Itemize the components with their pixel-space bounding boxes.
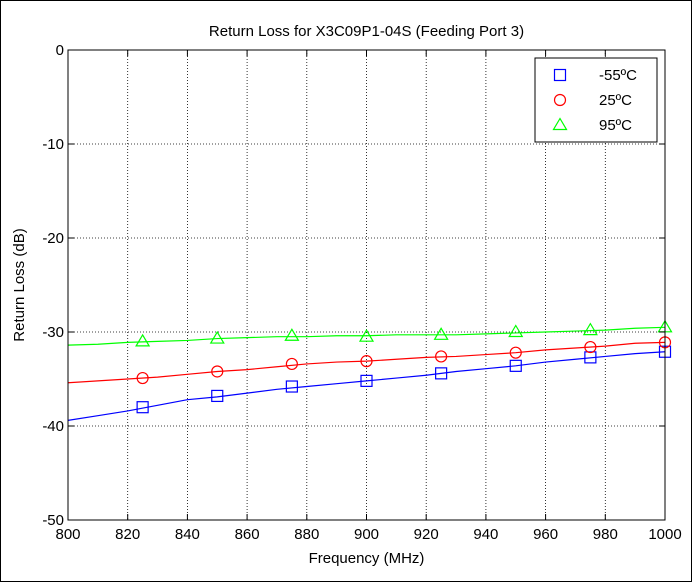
series-2 bbox=[67, 336, 672, 385]
data-point-marker bbox=[435, 350, 448, 363]
legend-item: -55ºC bbox=[553, 67, 637, 84]
x-tick-label: 800 bbox=[55, 526, 80, 543]
legend-label: 25ºC bbox=[599, 92, 632, 109]
data-point-marker bbox=[285, 380, 298, 393]
series-3 bbox=[67, 319, 673, 347]
axis-ticks: 800 820 840 860 880 900 920 940 960 980 1000 -50 -40… bbox=[42, 42, 681, 543]
series-line bbox=[67, 326, 666, 346]
data-point-marker bbox=[285, 357, 298, 371]
data-point-marker bbox=[433, 327, 449, 340]
x-axis-title: Frequency (MHz) bbox=[309, 550, 425, 567]
series-1 bbox=[67, 345, 672, 421]
data-point-marker bbox=[136, 371, 149, 385]
series-layer bbox=[67, 319, 673, 421]
data-point-marker bbox=[211, 389, 224, 403]
legend: -55ºC 25ºC 95ºC bbox=[534, 57, 658, 143]
x-tick-label: 920 bbox=[414, 526, 439, 543]
x-tick-label: 840 bbox=[175, 526, 200, 543]
x-tick-label: 940 bbox=[473, 526, 498, 543]
data-point-marker bbox=[358, 329, 375, 342]
data-point-marker bbox=[136, 401, 149, 414]
legend-box bbox=[534, 57, 658, 143]
data-point-marker bbox=[360, 374, 373, 387]
legend-item: 25ºC bbox=[553, 92, 632, 109]
series-line bbox=[67, 351, 666, 421]
x-tick-label: 820 bbox=[115, 526, 140, 543]
chart-title: Return Loss for X3C09P1-04S (Feeding Por… bbox=[209, 23, 524, 40]
data-point-marker bbox=[584, 340, 597, 354]
legend-label: -55ºC bbox=[599, 67, 637, 84]
data-point-marker bbox=[584, 351, 597, 364]
x-tick-label: 960 bbox=[533, 526, 558, 543]
y-tick-label: -20 bbox=[42, 230, 64, 247]
y-tick-label: 0 bbox=[56, 42, 64, 59]
x-tick-label: 980 bbox=[593, 526, 618, 543]
data-point-marker bbox=[582, 322, 598, 336]
y-axis-title: Return Loss (dB) bbox=[11, 228, 28, 341]
y-tick-label: -40 bbox=[42, 418, 64, 435]
legend-label: 95ºC bbox=[599, 117, 632, 134]
x-tick-label: 880 bbox=[294, 526, 319, 543]
data-point-marker bbox=[360, 355, 373, 368]
x-tick-label: 860 bbox=[235, 526, 260, 543]
data-point-marker bbox=[209, 330, 225, 344]
y-tick-label: -50 bbox=[42, 512, 64, 529]
data-point-marker bbox=[508, 324, 524, 338]
legend-item: 95ºC bbox=[552, 117, 632, 134]
data-point-marker bbox=[211, 365, 224, 378]
data-point-marker bbox=[435, 367, 448, 380]
data-point-marker bbox=[135, 333, 151, 347]
x-tick-label: 1000 bbox=[648, 526, 681, 543]
series-line bbox=[67, 341, 666, 384]
data-point-marker bbox=[509, 359, 522, 372]
legend-marker bbox=[553, 68, 567, 82]
y-tick-label: -10 bbox=[42, 136, 64, 153]
data-point-marker bbox=[284, 328, 300, 341]
legend-marker bbox=[552, 117, 568, 131]
x-tick-label: 900 bbox=[354, 526, 379, 543]
y-tick-label: -30 bbox=[42, 324, 64, 341]
data-point-marker bbox=[509, 346, 522, 359]
legend-marker bbox=[553, 93, 567, 107]
